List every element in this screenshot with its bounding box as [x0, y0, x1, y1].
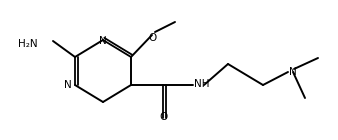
Text: NH: NH: [194, 79, 210, 89]
Text: O: O: [148, 33, 156, 43]
Text: N: N: [99, 36, 107, 46]
Text: O: O: [159, 112, 167, 122]
Text: N: N: [64, 80, 72, 90]
Text: N: N: [289, 67, 297, 77]
Text: H₂N: H₂N: [18, 39, 38, 49]
